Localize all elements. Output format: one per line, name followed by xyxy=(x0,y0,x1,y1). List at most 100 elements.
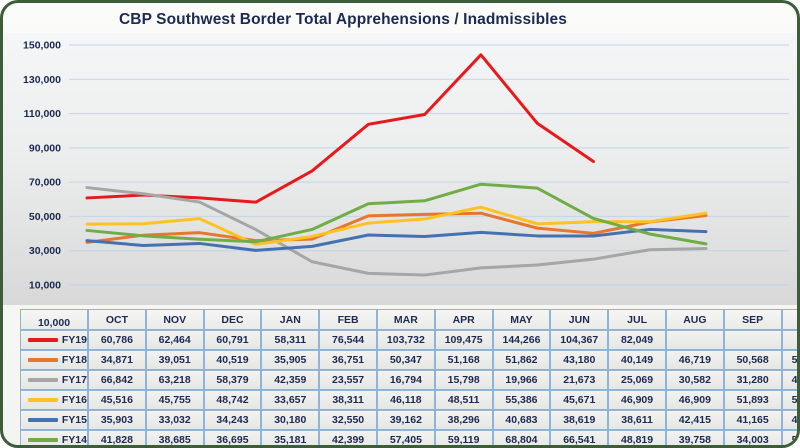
cell-fy17-mar: 16,794 xyxy=(376,370,435,390)
cell-fy19-dec: 60,791 xyxy=(203,330,262,350)
cell-fy17-may: 19,966 xyxy=(492,370,551,390)
cell-fy14-jan: 35,181 xyxy=(261,430,320,445)
cell-fy17-apr: 15,798 xyxy=(434,370,493,390)
legend-item-fy15[interactable]: FY15 xyxy=(20,410,88,430)
column-header-mar: MAR xyxy=(376,309,435,330)
legend-label: FY14 xyxy=(61,434,87,446)
cell-fy15-may: 40,683 xyxy=(492,410,551,430)
column-header-jun: JUN xyxy=(550,309,609,330)
cell-fy18-mar: 50,347 xyxy=(376,350,435,370)
cell-fy15-feb: 32,550 xyxy=(319,410,377,430)
cell-fy18-dec: 40,519 xyxy=(203,350,262,370)
cell-fy17-nov: 63,218 xyxy=(145,370,204,390)
cell-fy19-may: 144,266 xyxy=(492,330,551,350)
y-axis-labels: 150,000 130,000 110,000 90,000 70,000 50,000 3… xyxy=(23,40,61,292)
legend-item-fy14[interactable]: FY14 xyxy=(20,430,88,446)
cell-fy18-jan: 35,905 xyxy=(261,350,320,370)
cell-fy19-jul: 82,049 xyxy=(608,330,666,350)
legend-swatch-icon xyxy=(27,418,58,422)
cell-fy18-may: 51,862 xyxy=(492,350,551,370)
legend-label: FY16 xyxy=(61,394,87,406)
cell-fy15-oct: 35,903 xyxy=(88,410,146,430)
legend-swatch-icon xyxy=(27,338,58,342)
cell-fy14-nov: 38,685 xyxy=(145,430,204,445)
series-line-fy17 xyxy=(85,186,708,277)
cell-fy17-sep: 31,280 xyxy=(723,370,782,390)
cell-fy16-may: 55,386 xyxy=(492,390,551,410)
legend-item-fy18[interactable]: FY18 xyxy=(20,350,88,370)
table-row: FY17 66,842 63,218 58,379 42,359 23,557 16,794… xyxy=(20,370,797,390)
cell-fy14-apr: 59,119 xyxy=(434,430,493,445)
cell-fy19-aug xyxy=(665,330,724,350)
cell-fy15-total: 444,859 xyxy=(781,410,797,430)
cell-fy18-jul: 40,149 xyxy=(608,350,666,370)
cell-fy19-apr: 109,475 xyxy=(434,330,493,350)
data-table-wrap: 10,000 OCT NOV DEC JAN FEB MAR APR MAY JUN JUL AUG… xyxy=(20,309,797,445)
cell-fy17-jun: 21,673 xyxy=(550,370,609,390)
legend-label: FY17 xyxy=(61,374,87,386)
y-tick-label: 50,000 xyxy=(29,211,61,223)
column-header-nov: NOV xyxy=(145,309,204,330)
cell-fy14-aug: 39,758 xyxy=(665,430,724,445)
cell-fy16-jul: 46,909 xyxy=(608,390,666,410)
cell-fy19-nov: 62,464 xyxy=(145,330,204,350)
cell-fy17-oct: 66,842 xyxy=(88,370,146,390)
data-table: 10,000 OCT NOV DEC JAN FEB MAR APR MAY JUN JUL AUG… xyxy=(20,309,797,446)
cell-fy16-oct: 45,516 xyxy=(88,390,146,410)
cell-fy16-aug: 46,909 xyxy=(665,390,724,410)
legend-swatch-icon xyxy=(27,378,58,382)
plot-area: 150,000 130,000 110,000 90,000 70,000 50,000 3… xyxy=(3,33,797,305)
cell-fy17-total: 415,517 xyxy=(781,370,797,390)
cell-fy15-aug: 42,415 xyxy=(665,410,724,430)
cell-fy18-sep: 50,568 xyxy=(723,350,782,370)
cell-fy14-jul: 48,819 xyxy=(608,430,666,445)
cell-fy19-jan: 58,311 xyxy=(261,330,320,350)
cell-fy17-dec: 58,379 xyxy=(203,370,262,390)
cell-fy16-sep: 51,893 xyxy=(723,390,782,410)
legend-label: FY18 xyxy=(61,354,87,366)
cell-fy14-feb: 42,399 xyxy=(319,430,377,445)
cell-fy17-jul: 25,069 xyxy=(608,370,666,390)
cell-fy18-jun: 43,180 xyxy=(550,350,609,370)
table-header: 10,000 OCT NOV DEC JAN FEB MAR APR MAY JUN JUL AUG… xyxy=(20,309,797,330)
cell-fy16-jan: 33,657 xyxy=(261,390,320,410)
y-tick-label: 150,000 xyxy=(23,40,61,52)
table-row: FY16 45,516 45,755 48,742 33,657 38,311 46,118… xyxy=(20,390,797,410)
cell-fy16-jun: 45,671 xyxy=(550,390,609,410)
cell-fy16-feb: 38,311 xyxy=(319,390,377,410)
legend-item-fy19[interactable]: FY19 xyxy=(20,330,88,350)
y-tick-label: 130,000 xyxy=(23,74,61,86)
cell-fy19-jun: 104,367 xyxy=(550,330,609,350)
table-row: FY18 34,871 39,051 40,519 35,905 36,751 50,347… xyxy=(20,350,797,370)
column-header-jan: JAN xyxy=(261,309,320,330)
legend-item-fy17[interactable]: FY17 xyxy=(20,370,88,390)
cell-fy16-nov: 45,755 xyxy=(145,390,204,410)
cell-fy15-jul: 38,611 xyxy=(608,410,666,430)
cell-fy16-dec: 48,742 xyxy=(203,390,262,410)
cell-fy19-total xyxy=(781,330,797,350)
column-header-feb: FEB xyxy=(319,309,377,330)
column-header-apr: APR xyxy=(434,309,493,330)
series-line-fy18 xyxy=(85,211,708,244)
cell-fy19-mar: 103,732 xyxy=(376,330,435,350)
cell-fy16-mar: 46,118 xyxy=(376,390,435,410)
cell-fy15-mar: 39,162 xyxy=(376,410,435,430)
cell-fy19-feb: 76,544 xyxy=(319,330,377,350)
cell-fy16-apr: 48,511 xyxy=(434,390,493,410)
cell-fy14-dec: 36,695 xyxy=(203,430,262,445)
legend-label: FY19 xyxy=(61,334,87,346)
column-header-oct: OCT xyxy=(88,309,146,330)
legend-swatch-icon xyxy=(27,398,58,402)
cell-fy15-apr: 38,296 xyxy=(434,410,493,430)
legend-item-fy16[interactable]: FY16 xyxy=(20,390,88,410)
table-header-row: 10,000 OCT NOV DEC JAN FEB MAR APR MAY JUN JUL AUG… xyxy=(20,309,797,330)
column-header-aug: AUG xyxy=(665,309,724,330)
cell-fy17-feb: 23,557 xyxy=(319,370,377,390)
cell-fy15-jan: 30,180 xyxy=(261,410,320,430)
series-line-fy14 xyxy=(85,182,708,246)
table-row: FY15 35,903 33,032 34,243 30,180 32,550 39,162… xyxy=(20,410,797,430)
series-lines xyxy=(85,53,708,277)
column-header-may: MAY xyxy=(492,309,551,330)
legend-label: FY15 xyxy=(61,414,87,426)
